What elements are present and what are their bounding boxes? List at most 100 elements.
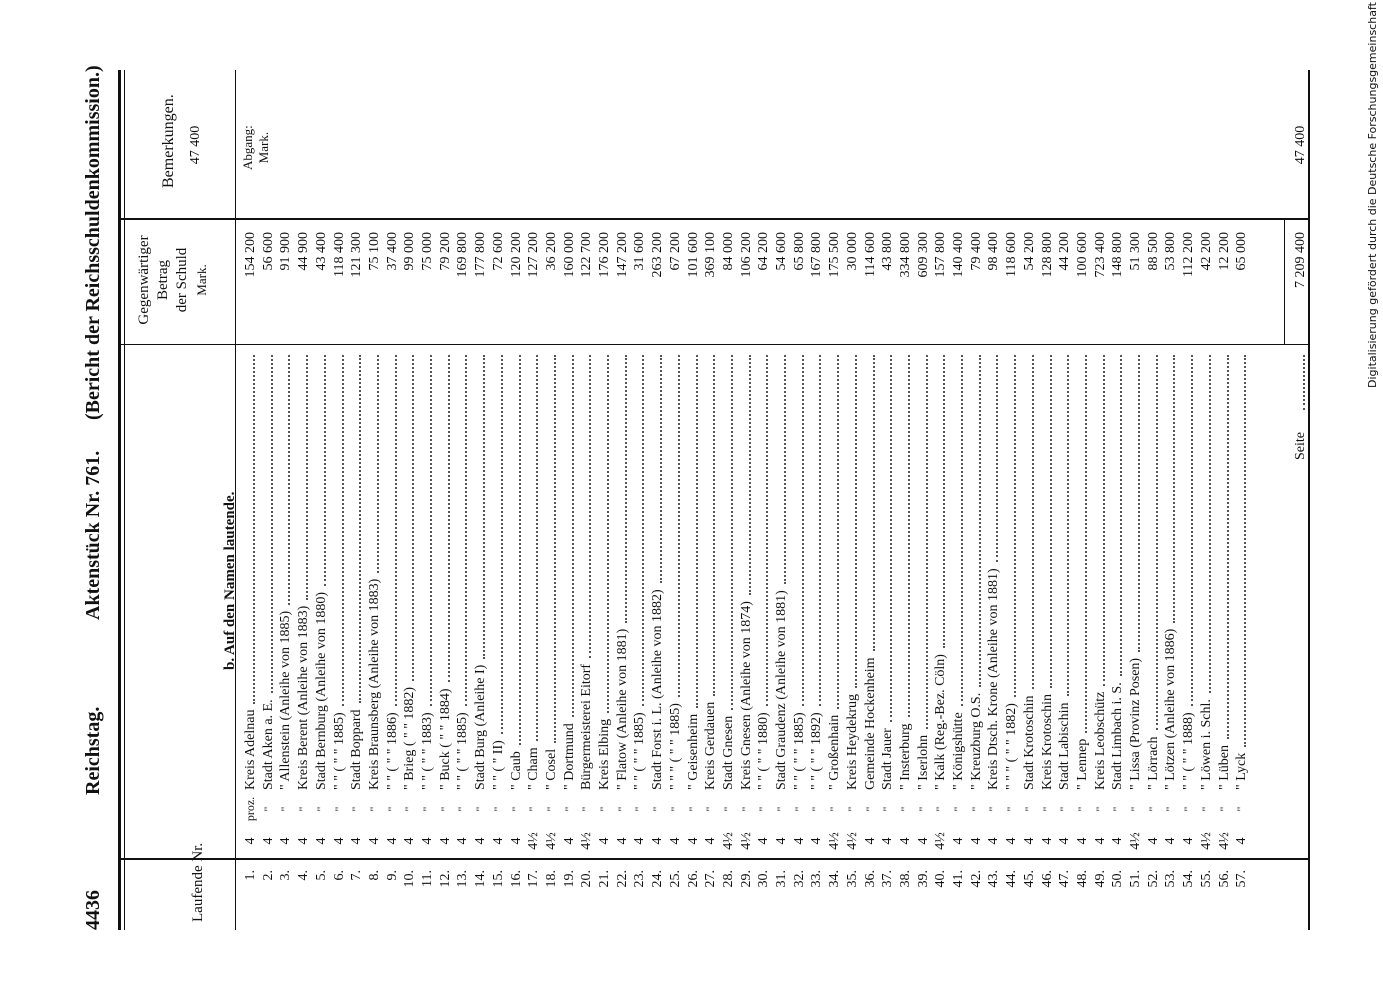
amount: 75 000 — [420, 232, 435, 271]
entity-name: Stadt Labischin — [1057, 702, 1073, 791]
amount: 140 400 — [951, 232, 966, 278]
rate: 4½ — [1198, 832, 1214, 850]
amount: 75 100 — [366, 232, 382, 271]
rate: 4 — [597, 837, 612, 845]
table-row: 56. 4½ " " Lüben 12 200 — [1215, 0, 1233, 1000]
table-top-rule — [118, 70, 121, 930]
amount: 79 200 — [437, 232, 453, 271]
row-number: 44. — [1004, 870, 1020, 888]
leader-dots — [312, 355, 326, 586]
amount: 84 000 — [720, 232, 736, 271]
row-number: 45. — [1021, 870, 1037, 888]
unit: " — [809, 806, 824, 812]
rate: 4 — [420, 837, 435, 845]
unit: " — [632, 806, 647, 812]
amount: 114 600 — [862, 232, 878, 277]
amount: 56 600 — [260, 232, 276, 271]
row-number: 56. — [1216, 870, 1232, 888]
table-row: 14. 4 " Stadt Burg (Anleihe I) 177 800 — [472, 0, 489, 1000]
entity-name: " Kreuzburg O.S. — [968, 692, 984, 790]
amount: 169 800 — [455, 232, 471, 278]
entity-name: " Lennep — [1074, 738, 1090, 790]
rate: 4 — [1021, 837, 1037, 845]
column-header-line: Gegenwärtiger — [136, 235, 152, 325]
leader-dots — [932, 355, 946, 648]
table-row: 57. 4 " " Lyck 65 000 — [1233, 0, 1250, 1000]
unit: " — [1234, 806, 1249, 812]
entity-name: " Lötzen (Anleihe von 1886) — [1163, 628, 1179, 790]
row-number: 29. — [738, 870, 754, 888]
entity-name: " Lissa (Provinz Posen) — [1128, 657, 1143, 790]
leader-dots — [1233, 355, 1247, 747]
entity-name: " Dortmund — [561, 723, 577, 790]
amount: 112 200 — [1181, 232, 1197, 277]
unit: " — [968, 806, 983, 812]
leader-dots — [578, 355, 592, 658]
row-number: 36. — [862, 870, 878, 888]
amount: 128 800 — [1039, 232, 1055, 278]
table-row: 45. 4 " Stadt Krotoschin 54 200 — [1020, 0, 1038, 1000]
page-number: 4436 — [82, 890, 104, 930]
amount: 88 500 — [1145, 232, 1161, 271]
entity-name: Kreis Braunsberg (Anleihe von 1883) — [366, 578, 382, 790]
rate: 4 — [667, 837, 683, 845]
amount: 44 200 — [1057, 232, 1073, 271]
entity-name: Kreis Elbing — [597, 718, 612, 790]
table-row: 23. 4 " " " ( " " 1885) 31 600 — [631, 0, 648, 1000]
rate: 4 — [1057, 837, 1073, 845]
row-number: 21. — [597, 870, 612, 888]
rate: 4 — [986, 837, 1002, 845]
leader-dots — [631, 355, 645, 706]
table-row: 40. 4½ " " Kalk (Reg.-Bez. Cöln) 157 800 — [932, 0, 949, 1000]
amount: 154 200 — [243, 232, 258, 278]
entity-name: " " ( " " 1885) — [632, 712, 648, 790]
leader-dots — [843, 355, 857, 688]
table-row: 9. 4 " " " ( " " 1886) 37 400 — [383, 0, 401, 1000]
rate: 4 — [1181, 837, 1197, 845]
entity-name: " " ( " " 1888) — [1181, 712, 1197, 790]
unit: " — [774, 806, 788, 812]
row-number: 3. — [278, 870, 294, 881]
unit: " — [827, 806, 842, 812]
leader-dots — [914, 355, 928, 729]
row-number: 30. — [756, 870, 772, 888]
row-number: 55. — [1198, 870, 1214, 888]
leader-dots — [1144, 355, 1158, 730]
row-number: 27. — [703, 870, 719, 888]
entity-name: " " ( " " 1885) — [791, 712, 807, 790]
row-number: 41. — [951, 870, 966, 888]
rate: 4 — [1074, 837, 1090, 845]
entity-name: " Lüben — [1216, 745, 1232, 790]
leader-dots — [826, 355, 840, 709]
amount: 167 800 — [809, 232, 825, 278]
amount: 72 600 — [490, 232, 506, 271]
entity-name: " Lörrach — [1145, 736, 1161, 790]
unit: " — [844, 806, 859, 812]
total-row: Seite 7 209 400 47 400 — [1292, 0, 1309, 1000]
table-row: 16. 4 " " Caub 120 200 — [507, 0, 525, 1000]
amount: 65 800 — [791, 232, 807, 271]
amount: 176 200 — [597, 232, 612, 278]
unit: " — [402, 806, 417, 812]
entity-name: Kreis Gnesen (Anleihe von 1874) — [738, 601, 754, 790]
table-row: 8. 4 " Kreis Braunsberg (Anleihe von 1883) 7… — [365, 0, 383, 1000]
table-row: 34. 4½ " " Großenhain 175 500 — [826, 0, 843, 1000]
unit: " — [579, 806, 594, 812]
entity-name: " Flatow (Anleihe von 1881) — [614, 628, 630, 790]
unit: " — [366, 806, 381, 812]
amount: 43 800 — [880, 232, 896, 271]
row-number: 20. — [579, 870, 595, 888]
rate: 4 — [1039, 837, 1055, 845]
entity-name: " Buck ( " " 1884) — [437, 688, 453, 790]
entity-name: " Allenstein (Anleihe von 1885) — [278, 610, 294, 790]
row-number: 23. — [632, 870, 648, 888]
table-row: 21. 4 " Kreis Elbing 176 200 — [596, 0, 613, 1000]
unit: " — [420, 806, 434, 812]
row-number: 38. — [897, 870, 913, 888]
row-number: 35. — [844, 870, 860, 888]
leader-dots — [1056, 355, 1070, 696]
leader-dots — [525, 355, 539, 741]
amount: 101 600 — [685, 232, 701, 278]
leader-dots — [1215, 355, 1229, 739]
entity-name: " Iserlohn — [915, 734, 931, 790]
